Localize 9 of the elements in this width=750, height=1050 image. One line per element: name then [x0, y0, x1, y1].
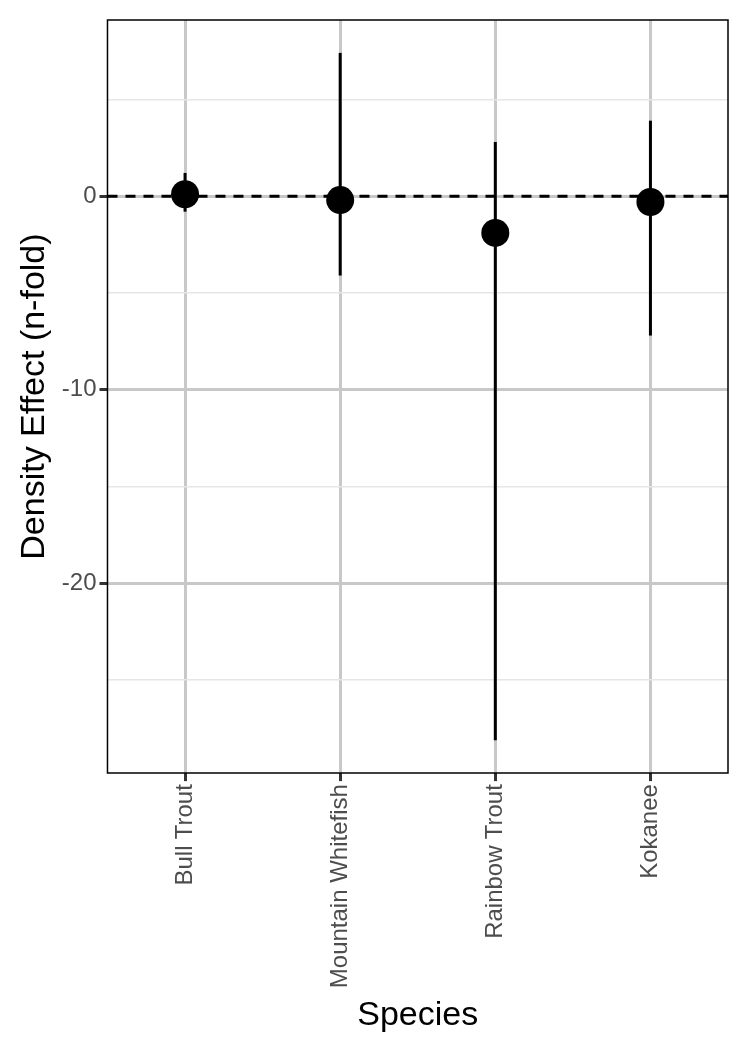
x-tick-label: Mountain Whitefish: [324, 784, 352, 989]
y-axis-title: Density Effect (n-fold): [12, 233, 51, 560]
y-tick-label: -10: [61, 374, 97, 402]
x-tick-label: Rainbow Trout: [479, 783, 507, 939]
x-axis-title: Species: [357, 993, 479, 1032]
y-tick-label: -20: [61, 568, 97, 595]
y-tick-label: 0: [83, 180, 97, 208]
x-tick-label: Bull Trout: [169, 783, 197, 886]
x-tick-label: Kokanee: [635, 784, 663, 879]
